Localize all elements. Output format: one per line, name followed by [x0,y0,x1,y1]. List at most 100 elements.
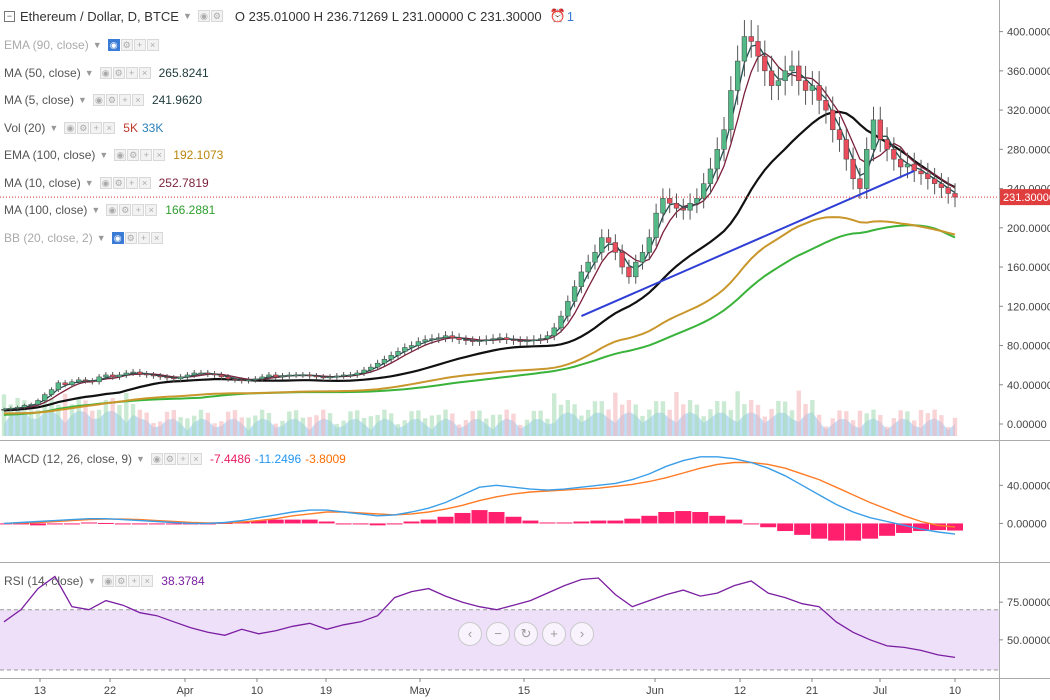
macd-legend: MACD (12, 26, close, 9) ▼ ◉ ⚙ + × -7.448… [4,450,350,468]
macd-histogram-bar [165,523,182,525]
gear-icon[interactable]: ⚙ [163,453,176,465]
macd-histogram-bar [97,522,114,524]
candle-body [116,374,123,378]
chevron-down-icon[interactable]: ▼ [96,232,106,243]
volume-bar [348,411,353,436]
zoom-out-button[interactable]: − [486,622,510,646]
plus-icon[interactable]: + [137,231,150,244]
gear-icon[interactable]: ⚙ [124,231,137,244]
volume-bar [484,418,489,436]
plus-icon[interactable]: + [90,121,103,134]
volume-bar [626,400,632,436]
candle-body [504,337,510,340]
gear-icon[interactable]: ⚙ [119,204,132,216]
gear-icon[interactable]: ⚙ [105,94,118,106]
plus-icon[interactable]: + [125,66,138,79]
indicator-label: MA (5, close) [4,93,75,107]
volume-bar [599,401,604,436]
chevron-down-icon[interactable]: ▼ [92,40,102,50]
plus-icon[interactable]: + [132,204,145,216]
chevron-down-icon[interactable]: ▼ [99,150,109,160]
gear-icon[interactable]: ⚙ [112,176,125,189]
gear-icon[interactable]: ⚙ [210,10,223,22]
chevron-down-icon[interactable]: ▼ [84,67,94,78]
eye-icon[interactable]: ◉ [64,121,77,134]
chevron-down-icon[interactable]: ▼ [78,95,87,105]
eye-icon[interactable]: ◉ [99,66,112,79]
close-icon[interactable]: × [150,231,163,244]
close-icon[interactable]: × [189,453,202,465]
macd-signal-line [3,461,956,528]
chevron-down-icon[interactable]: ▼ [49,122,59,133]
volume-bar [171,410,177,436]
gear-icon[interactable]: ⚙ [120,39,133,51]
indicator-value-2: 33K [141,120,164,135]
chevron-down-icon[interactable]: ▼ [182,11,192,21]
eye-icon[interactable]: ◉ [114,149,127,161]
macd-histogram-bar [505,516,522,524]
chevron-down-icon[interactable]: ▼ [136,454,145,464]
macd-histogram-bar [913,523,930,532]
eye-icon[interactable]: ◉ [102,575,115,587]
macd-histogram-bar [267,519,284,524]
volume-bar [117,404,122,436]
gear-icon[interactable]: ⚙ [77,121,90,134]
macd-histogram-bar [658,512,675,524]
candle-body [653,212,659,238]
time-tick-label: 15 [518,685,530,697]
close-icon[interactable]: × [145,204,158,216]
gear-icon[interactable]: ⚙ [127,149,140,161]
close-icon[interactable]: × [153,149,166,161]
plus-icon[interactable]: + [128,575,141,587]
eye-icon[interactable]: ◉ [197,10,210,22]
chevron-down-icon[interactable]: ▼ [91,205,101,215]
macd-histogram-bar [250,520,267,524]
chevron-down-icon[interactable]: ▼ [84,177,94,188]
eye-icon[interactable]: ◉ [99,176,112,189]
plus-icon[interactable]: + [133,39,146,51]
scroll-left-button[interactable]: ‹ [458,622,482,646]
close-icon[interactable]: × [146,39,159,51]
macd-line [3,456,956,535]
plus-icon[interactable]: + [176,453,189,465]
candle-body [531,339,537,341]
close-icon[interactable]: × [138,66,151,79]
plus-icon[interactable]: + [140,149,153,161]
eye-icon[interactable]: ◉ [111,231,124,244]
close-icon[interactable]: × [103,121,116,134]
candle-body [273,374,279,378]
scroll-right-button[interactable]: › [570,622,594,646]
candle-body [904,163,911,168]
eye-icon[interactable]: ◉ [92,94,105,106]
eye-icon[interactable]: ◉ [107,39,120,51]
candle-body [28,404,34,406]
candle-body [639,252,646,263]
close-icon[interactable]: × [141,575,154,587]
plus-icon[interactable]: + [118,94,131,106]
alarm-icon[interactable]: ⏰ [549,8,566,23]
candle-body [293,374,299,377]
candle-body [442,335,449,338]
close-icon[interactable]: × [131,94,144,106]
indicator-label: MA (50, close) [4,65,81,80]
macd-histogram-bar [80,522,97,524]
volume-bar [572,404,577,436]
zoom-in-button[interactable]: + [542,622,566,646]
chevron-down-icon[interactable]: ▼ [87,576,97,586]
symbol-header: − Ethereum / Dollar, D, BTCE ▼ ◉ ⚙ O 235… [4,7,574,25]
reset-button[interactable]: ↻ [514,622,538,646]
gear-icon[interactable]: ⚙ [112,66,125,79]
plus-icon[interactable]: + [125,176,138,189]
gear-icon[interactable]: ⚙ [115,575,128,587]
candle-body [476,340,483,342]
candle-body [374,362,381,368]
eye-icon[interactable]: ◉ [150,453,163,465]
volume-bar [287,411,292,436]
volume-bar [789,410,795,436]
close-icon[interactable]: × [138,176,151,189]
collapse-icon[interactable]: − [4,10,15,22]
volume-bar [613,392,618,436]
candle-body [660,198,666,214]
eye-icon[interactable]: ◉ [106,204,119,216]
